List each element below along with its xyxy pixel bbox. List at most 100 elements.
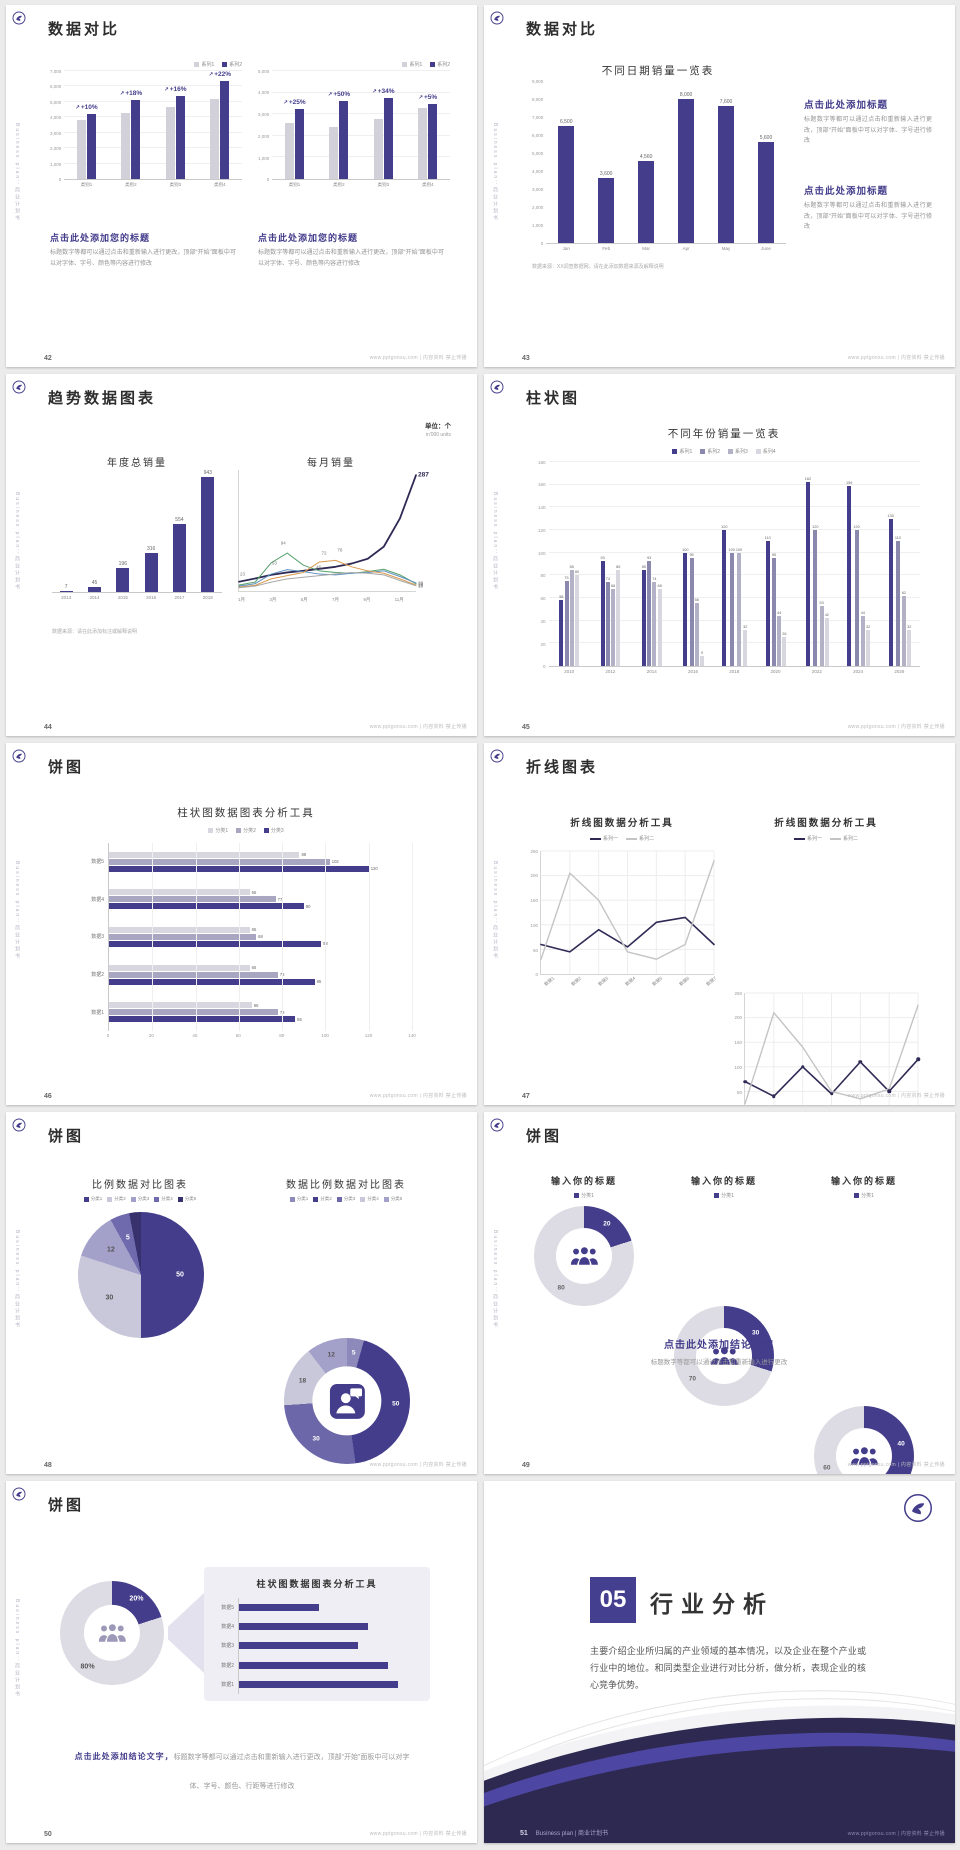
barcol: 100 [736,462,742,666]
blabel: 62 [901,590,907,595]
brand-vertical-label: Business plan：商业计划书 [14,1230,20,1330]
yax: 9,000 8,000 7,000 6,000 5,000 4,000 3,000 2,000… [532,78,544,247]
blabel: 5,600 [759,135,773,142]
lsw [589,837,601,840]
bar [678,99,695,243]
hplot [238,1598,438,1694]
hbarEl [239,1661,389,1669]
ann: ↗ +50% [328,91,350,98]
litem: 分类1 [289,1196,308,1202]
page-number: 48 [44,1462,52,1469]
plab: 80% [80,1663,95,1671]
sw [208,828,214,833]
logo-icon [903,1493,933,1523]
blabel: 93 [600,555,605,560]
block-heading: 点击此处添加标题 [804,100,889,111]
barcol: 3,600 [598,81,615,243]
page-number: 47 [522,1093,530,1100]
site-footer: www.pptgonsu.com | 内容资料 禁止传播 [847,1831,945,1837]
blabel: 58 [559,595,564,600]
bar [210,98,220,179]
hlabel: 95 [316,979,322,985]
hxt: 140 [408,1033,416,1038]
lxl: 数据5 [651,975,664,987]
plab: 5 [125,1234,130,1242]
barcol [86,71,96,179]
bar [638,160,655,243]
hbarEl [239,1604,319,1612]
yax: 5,000 4,000 3,000 2,000 1,000 0 [258,68,270,183]
litem: 分类3 [336,1196,355,1202]
bar [866,629,871,666]
plot: 7 45 196 316 554 943 [52,470,222,593]
bar-chart: 5,000 4,000 3,000 2,000 1,000 0 ↗ +25% ↗ +50% ↗ +34… [258,68,450,189]
bar [860,616,865,666]
arr: ↗ [75,105,80,112]
blabel: 7,600 [719,99,733,106]
bar [657,588,662,666]
block-heading: 点击此处添加您的标题 [258,233,359,243]
ann: ↗ +18% [120,90,142,97]
logo-icon [490,380,504,394]
vgl [282,843,284,1031]
bar-panel: 柱状图数据图表分析工具 数据5 数据4 数据3 数据2 数据1 [204,1567,430,1701]
blabel: 68 [610,583,616,588]
logo-icon [490,1118,504,1132]
llab: 分类1 [861,1193,874,1199]
lend: 15 [418,582,424,588]
slide-43: Business plan：商业计划书 数据对比 不同日期销量一览表 9,000… [484,5,955,367]
plab: 20 [603,1220,611,1228]
plot: 6,500 3,600 4,560 8,000 7,600 5,600 [546,81,786,244]
lplot: 287 18 20 15 13 23 94 53 46 72 76 [238,470,429,592]
chart-title: 比例数据对比图表 [92,1180,188,1191]
llab: 系列1 [409,62,423,68]
hbarEl [109,889,250,896]
ldot [858,1060,863,1064]
brand-vertical-label: Business plan：商业计划书 [492,861,498,961]
blabel: 120 [812,525,819,530]
barcol: 93 [647,462,651,666]
hline: 78 [109,1009,412,1016]
xlab: Jan [562,246,570,251]
sw [714,1193,720,1198]
hbar-chart: 数据5 数据4 数据3 数据2 数据1 [212,1598,438,1694]
xlab: 2013 [61,595,72,600]
bar-chart: 7,000 6,000 5,000 4,000 3,000 2,000 1,000 0 ↗ +10… [50,69,242,189]
vgl [412,843,413,1031]
litem: 分类3 [263,827,284,834]
text-block: 点击此处添加您的标题 标题数字等都可以通过点击和重新输入进行更改，顶部“开始”面… [50,231,236,269]
hgroup: 667886 [109,1002,412,1023]
hline: 88 [109,851,412,858]
bar [652,582,657,666]
bar [722,530,727,666]
hole [696,1328,752,1384]
lxl: 11月 [394,597,404,602]
gcell: ↗ +10% [64,71,108,179]
plab: 5 [351,1349,356,1357]
gcell: ↗ +22% [198,71,242,179]
hgroup [239,1680,438,1688]
barcol: 159 [846,462,852,666]
barcol: 9 [699,462,704,666]
gl [548,619,920,621]
slide-51: 05 行业分析 主要介绍企业所归属的产业领域的基本情况，以及企业在整个产业或行业… [484,1481,955,1843]
bar [87,586,101,592]
arr: ↗ [119,91,125,98]
plotzone: ↗ +10% ↗ +18% ↗ +16% ↗ +22% 类别1 类别2 类别3 类别4 [64,70,242,189]
barcol: 316 [144,470,158,592]
hlabcol: 数据5 数据4 数据3 数据2 数据1 [82,843,108,1031]
hgroup: 88 102 120 [109,851,412,872]
barcol: 7 [59,470,73,592]
bar [819,605,824,666]
plab: 60 [823,1464,831,1472]
lxl: 5月 [300,597,308,602]
block-heading: 点击此处添加标题 [804,186,889,197]
barcol: 95 [689,462,694,666]
brand-vertical-label: Business plan：商业计划书 [14,123,20,223]
gcell: ↗ +50% [317,71,361,179]
llab: 系列二 [843,836,859,842]
gl [272,70,450,71]
xlab: 类别4 [422,182,434,187]
